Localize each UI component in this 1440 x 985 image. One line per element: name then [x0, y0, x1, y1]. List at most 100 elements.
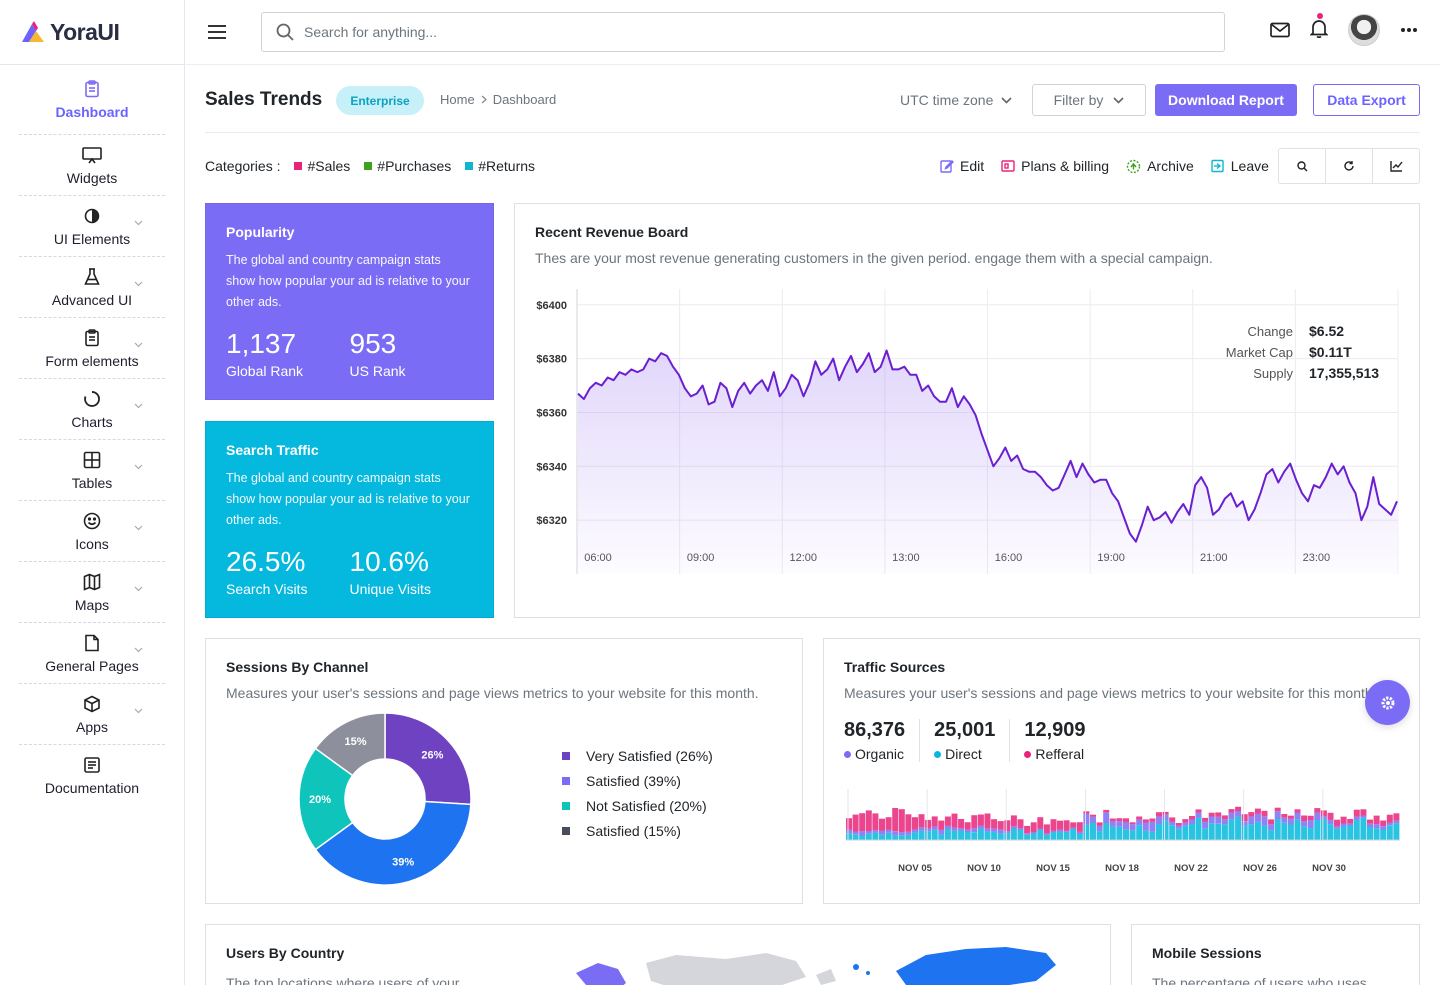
traffic-bar	[1123, 822, 1129, 830]
chevron-down-icon	[134, 220, 143, 226]
archive-action[interactable]: Archive	[1126, 158, 1194, 174]
sidebar-item-documentation[interactable]: Documentation	[19, 745, 165, 806]
traffic-bar	[1202, 817, 1209, 822]
stat-value: 12,909	[1024, 719, 1086, 741]
categories-bar: Categories : #Sales #Purchases #Returns	[205, 158, 535, 174]
traffic-bar	[1235, 816, 1242, 840]
timezone-dropdown[interactable]: UTC time zone	[900, 92, 1012, 108]
sidebar-item-maps[interactable]: Maps	[19, 562, 165, 623]
refresh-button[interactable]	[1326, 149, 1373, 183]
category-returns[interactable]: #Returns	[465, 158, 535, 174]
traffic-bar	[1334, 828, 1340, 840]
traffic-bar	[1109, 818, 1116, 822]
traffic-bar	[1254, 813, 1261, 822]
traffic-bar	[931, 826, 938, 830]
notification-button[interactable]	[1309, 12, 1329, 43]
traffic-bar	[984, 813, 991, 829]
clipboard-icon	[82, 79, 102, 99]
traffic-bar	[951, 830, 958, 840]
legend-swatch	[562, 776, 570, 785]
x-tick-label: NOV 10	[967, 863, 1001, 874]
traffic-bar	[1195, 809, 1202, 813]
traffic-bar	[872, 813, 879, 831]
traffic-bar	[1010, 815, 1017, 827]
sidebar-item-advanced-ui[interactable]: Advanced UI	[19, 257, 165, 318]
breadcrumb-home[interactable]: Home	[440, 92, 475, 107]
traffic-bar	[1248, 824, 1255, 840]
zoom-button[interactable]	[1279, 149, 1326, 183]
data-export-button[interactable]: Data Export	[1313, 84, 1420, 116]
brand-logo[interactable]: YoraUI	[0, 0, 184, 65]
category-purchases[interactable]: #Purchases	[364, 158, 451, 174]
mail-icon[interactable]	[1270, 22, 1290, 38]
traffic-bar	[1189, 824, 1195, 840]
traffic-bar	[1208, 812, 1215, 817]
unique-visits-label: Unique Visits	[349, 581, 431, 597]
traffic-bar	[905, 831, 912, 835]
traffic-bar	[1182, 825, 1189, 840]
contrast-icon	[82, 206, 102, 226]
card-text: The global and country campaign stats sh…	[226, 471, 470, 527]
traffic-bar	[1294, 819, 1301, 840]
chevron-down-icon	[134, 281, 143, 287]
traffic-bar	[1116, 818, 1123, 822]
sidebar-item-tables[interactable]: Tables	[19, 440, 165, 501]
sidebar-item-dashboard[interactable]: Dashboard	[19, 65, 165, 135]
sidebar-item-apps[interactable]: Apps	[19, 684, 165, 745]
sidebar-item-ui-elements[interactable]: UI Elements	[19, 196, 165, 257]
plans-billing-action[interactable]: Plans & billing	[1001, 158, 1109, 174]
traffic-bar	[1070, 827, 1077, 829]
page-title: Sales Trends	[205, 89, 323, 110]
traffic-bar	[912, 829, 918, 833]
traffic-bar	[1037, 817, 1044, 829]
traffic-bar	[1123, 818, 1129, 823]
traffic-bar	[1301, 815, 1308, 822]
users-country-panel: Users By Country The top locations where…	[205, 924, 1111, 985]
download-report-button[interactable]: Download Report	[1155, 84, 1297, 116]
sidebar-item-form-elements[interactable]: Form elements	[19, 318, 165, 379]
traffic-bar	[951, 827, 958, 831]
chevron-down-icon	[134, 586, 143, 592]
sidebar-item-widgets[interactable]: Widgets	[19, 135, 165, 196]
category-label: #Purchases	[377, 158, 452, 174]
traffic-bar	[1063, 830, 1070, 832]
stat-value: 86,376	[844, 719, 906, 741]
traffic-bar	[1090, 814, 1096, 817]
legend-swatch	[562, 751, 570, 760]
document-icon	[82, 755, 102, 775]
legend-label: Satisfied (39%)	[586, 772, 681, 789]
sidebar-item-general-pages[interactable]: General Pages	[19, 623, 165, 684]
traffic-bar	[984, 828, 991, 832]
edit-action[interactable]: Edit	[940, 158, 984, 174]
settings-fab[interactable]	[1365, 680, 1410, 725]
traffic-bar	[1274, 818, 1281, 840]
traffic-bar	[1360, 809, 1367, 816]
traffic-bar	[977, 828, 984, 840]
sidebar-item-charts[interactable]: Charts	[19, 379, 165, 440]
direct-stat: 25,001 Direct	[934, 719, 1011, 762]
search-input[interactable]	[304, 24, 1184, 40]
breadcrumb: Home Dashboard	[440, 92, 556, 107]
donut-legend: Very Satisfied (26%) Satisfied (39%) Not…	[562, 743, 713, 843]
traffic-bar	[938, 829, 945, 835]
traffic-bar	[1261, 825, 1268, 840]
bell-icon	[1309, 19, 1329, 38]
traffic-bar	[879, 830, 885, 835]
traffic-bar	[971, 832, 978, 840]
traffic-bar	[997, 833, 1004, 840]
traffic-bar	[1103, 809, 1110, 813]
chevron-down-icon	[134, 647, 143, 653]
traffic-bar	[1004, 833, 1011, 840]
trend-button[interactable]	[1373, 149, 1419, 183]
category-sales[interactable]: #Sales	[294, 158, 350, 174]
traffic-bar	[1294, 809, 1301, 813]
more-horizontal-icon[interactable]	[1400, 27, 1418, 33]
menu-icon[interactable]	[207, 24, 227, 40]
stat-dot	[1024, 750, 1032, 758]
avatar[interactable]	[1348, 14, 1380, 46]
sidebar-item-icons[interactable]: Icons	[19, 501, 165, 562]
leave-action[interactable]: Leave	[1211, 158, 1269, 174]
filter-button[interactable]: Filter by	[1032, 84, 1146, 116]
traffic-bar	[1189, 819, 1195, 824]
traffic-bar	[1380, 829, 1387, 840]
